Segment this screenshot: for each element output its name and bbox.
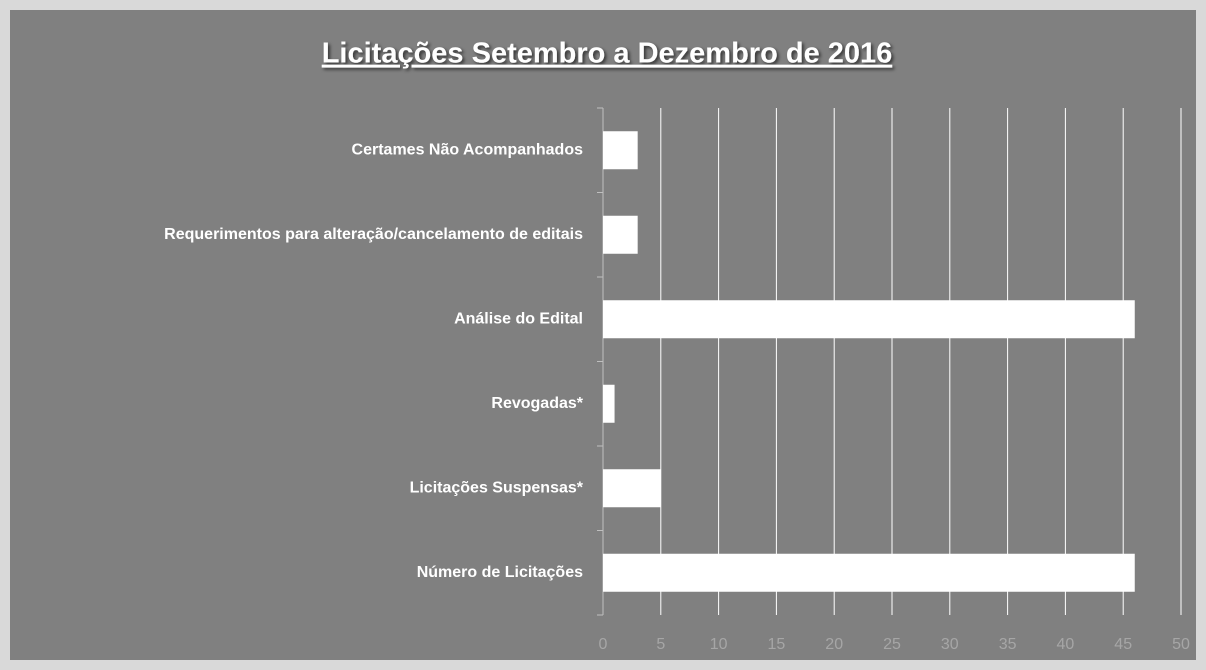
bar [603, 131, 638, 170]
x-tick-label: 50 [1172, 636, 1190, 653]
x-tick-label: 5 [656, 636, 665, 653]
x-tick-label: 15 [768, 636, 786, 653]
bar [603, 300, 1135, 339]
x-tick-label: 10 [710, 636, 728, 653]
x-tick-label: 0 [599, 636, 608, 653]
bar [603, 384, 615, 423]
x-tick-label: 30 [941, 636, 959, 653]
bar [603, 215, 638, 254]
y-tick-label: Revogadas* [491, 395, 583, 412]
x-tick-label: 40 [1057, 636, 1075, 653]
y-tick-label: Certames Não Acompanhados [352, 141, 584, 158]
bar [603, 553, 1135, 592]
y-tick-label: Licitações Suspensas* [410, 479, 584, 496]
y-tick-label: Requerimentos para alteração/cancelament… [164, 226, 583, 243]
chart-title: Licitações Setembro a Dezembro de 2016 [322, 38, 893, 70]
x-tick-label: 20 [825, 636, 843, 653]
x-tick-label: 45 [1114, 636, 1132, 653]
bar [603, 469, 661, 508]
x-tick-label: 25 [883, 636, 901, 653]
y-tick-label: Análise do Edital [454, 310, 583, 327]
y-tick-label: Número de Licitações [417, 564, 583, 581]
x-tick-label: 35 [999, 636, 1017, 653]
